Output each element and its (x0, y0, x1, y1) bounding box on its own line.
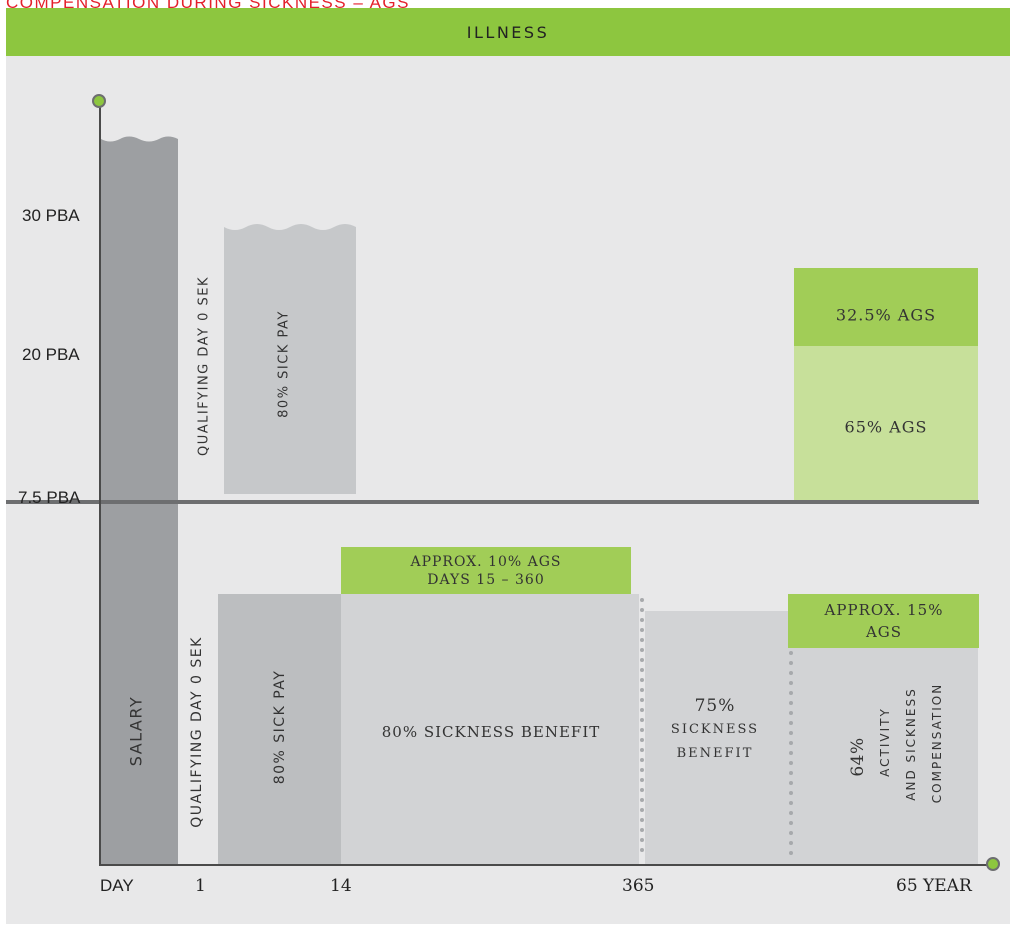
separator-activity (789, 651, 793, 861)
approx-10-ags-box (341, 547, 631, 594)
separator-365 (640, 598, 644, 858)
pba-7-5-line (6, 500, 979, 504)
sickness-75-pct: 75% (694, 696, 736, 716)
lower-sick-pay-bar (218, 594, 341, 865)
sickness-80-label: 80% SICKNESS BENEFIT (381, 723, 601, 741)
upper-sick-pay-label: 80% SICK PAY (276, 310, 292, 418)
upper-qualifying-label: QUALIFYING DAY 0 SEK (196, 275, 212, 457)
ags-32-5-block (794, 268, 978, 358)
activity-compensation-bar (790, 648, 978, 865)
approx-15-ags-box (788, 594, 979, 648)
sickness-75-line2: BENEFIT (676, 746, 754, 761)
y-label-20-pba: 20 PBA (22, 345, 80, 364)
activity-pct-label: 64% (848, 737, 868, 777)
activity-line2: AND SICKNESS (904, 687, 918, 801)
approx-15-line2: AGS (865, 623, 903, 641)
approx-10-line1: APPROX. 10% AGS (410, 554, 562, 570)
x-axis (99, 864, 991, 866)
x-axis-end-dot (986, 857, 1000, 871)
approx-10-ags-label: APPROX. 10% AGS DAYS 15 – 360 (410, 553, 561, 589)
upper-sick-pay-bar (224, 224, 356, 494)
ags-65-block (794, 346, 978, 500)
sickness-75-bar (645, 611, 790, 865)
activity-line3: COMPENSATION (930, 682, 944, 804)
x-label-65-year: 65 YEAR (896, 876, 972, 896)
approx-15-ags-label: APPROX. 15% AGS (825, 599, 944, 643)
y-axis (99, 101, 101, 866)
illness-header: ILLNESS (6, 8, 1010, 56)
x-label-1: 1 (195, 876, 206, 896)
sickness-80-bar (341, 594, 639, 865)
lower-qualifying-label: QUALIFYING DAY 0 SEK (189, 636, 205, 828)
approx-15-line1: APPROX. 15% (824, 601, 944, 619)
sickness-75-line1: SICKNESS (670, 722, 760, 737)
ags-65-label: 65% AGS (844, 417, 928, 437)
y-label-7-5-pba: 7.5 PBA (18, 488, 81, 507)
activity-line1: ACTIVITY (878, 707, 892, 777)
y-axis-end-dot (92, 94, 106, 108)
lower-sick-pay-label: 80% SICK PAY (272, 669, 288, 785)
salary-label: SALARY (126, 695, 146, 767)
approx-10-line2: DAYS 15 – 360 (427, 572, 545, 588)
x-label-day: DAY (100, 876, 134, 895)
x-label-14: 14 (330, 876, 352, 896)
ags-32-5-label: 32.5% AGS (835, 305, 937, 325)
x-label-365: 365 (622, 876, 655, 896)
y-label-30-pba: 30 PBA (22, 206, 80, 225)
sickness-75-label: 75% SICKNESS BENEFIT (671, 694, 759, 766)
